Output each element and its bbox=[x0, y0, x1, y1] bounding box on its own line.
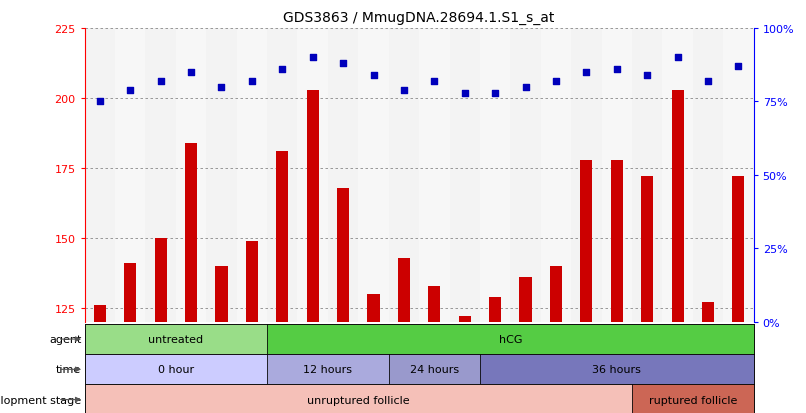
Point bbox=[550, 78, 563, 85]
Bar bbox=[489, 297, 501, 322]
Text: untreated: untreated bbox=[148, 334, 203, 344]
Bar bbox=[145, 29, 176, 322]
Bar bbox=[85, 385, 632, 413]
Point bbox=[610, 66, 623, 73]
Bar bbox=[550, 266, 562, 322]
Bar bbox=[337, 188, 349, 322]
Text: unruptured follicle: unruptured follicle bbox=[307, 394, 409, 405]
Bar bbox=[510, 29, 541, 322]
Bar bbox=[641, 177, 653, 322]
Point bbox=[276, 66, 289, 73]
Bar bbox=[328, 29, 359, 322]
Bar bbox=[428, 286, 440, 322]
Bar bbox=[419, 29, 450, 322]
Point bbox=[732, 64, 745, 70]
Point bbox=[185, 69, 197, 76]
Bar bbox=[215, 266, 227, 322]
Point bbox=[671, 55, 684, 62]
Bar bbox=[723, 29, 754, 322]
Point bbox=[519, 84, 532, 91]
Text: development stage: development stage bbox=[0, 394, 81, 405]
Bar bbox=[206, 29, 237, 322]
Point bbox=[245, 78, 258, 85]
Bar bbox=[388, 29, 419, 322]
Bar bbox=[480, 29, 510, 322]
Point bbox=[215, 84, 228, 91]
Bar bbox=[702, 303, 714, 322]
Point bbox=[93, 99, 106, 105]
Bar bbox=[246, 241, 258, 322]
Point bbox=[580, 69, 593, 76]
Text: 36 hours: 36 hours bbox=[592, 364, 642, 375]
Point bbox=[367, 73, 380, 79]
Text: agent: agent bbox=[49, 334, 81, 344]
Bar bbox=[267, 29, 297, 322]
Text: 24 hours: 24 hours bbox=[409, 364, 459, 375]
Bar bbox=[85, 29, 115, 322]
Bar bbox=[155, 238, 167, 322]
Bar bbox=[297, 29, 328, 322]
Point bbox=[154, 78, 167, 85]
Point bbox=[306, 55, 319, 62]
Bar bbox=[520, 278, 532, 322]
Bar bbox=[601, 29, 632, 322]
Point bbox=[337, 61, 350, 67]
Bar bbox=[276, 152, 289, 322]
Text: hCG: hCG bbox=[499, 334, 522, 344]
Bar bbox=[580, 160, 592, 322]
Bar bbox=[85, 324, 267, 354]
Bar bbox=[611, 160, 623, 322]
Point bbox=[701, 78, 714, 85]
Point bbox=[428, 78, 441, 85]
Bar bbox=[480, 354, 754, 385]
Bar bbox=[671, 90, 683, 322]
Bar bbox=[368, 294, 380, 322]
Bar bbox=[267, 354, 388, 385]
Point bbox=[124, 87, 137, 94]
Bar bbox=[388, 354, 480, 385]
Title: GDS3863 / MmugDNA.28694.1.S1_s_at: GDS3863 / MmugDNA.28694.1.S1_s_at bbox=[284, 11, 555, 25]
Point bbox=[397, 87, 410, 94]
Bar bbox=[571, 29, 601, 322]
Text: 0 hour: 0 hour bbox=[158, 364, 194, 375]
Bar bbox=[450, 29, 480, 322]
Bar bbox=[459, 316, 471, 322]
Bar bbox=[115, 29, 145, 322]
Bar bbox=[124, 263, 136, 322]
Bar bbox=[306, 90, 319, 322]
Bar bbox=[632, 29, 663, 322]
Bar bbox=[176, 29, 206, 322]
Bar bbox=[632, 385, 754, 413]
Point bbox=[459, 90, 472, 97]
Bar bbox=[85, 354, 267, 385]
Bar bbox=[693, 29, 723, 322]
Bar bbox=[359, 29, 388, 322]
Text: time: time bbox=[56, 364, 81, 375]
Bar bbox=[733, 177, 745, 322]
Bar bbox=[541, 29, 571, 322]
Bar bbox=[663, 29, 693, 322]
Bar bbox=[237, 29, 267, 322]
Text: 12 hours: 12 hours bbox=[303, 364, 352, 375]
Bar bbox=[93, 305, 106, 322]
Point bbox=[488, 90, 501, 97]
Bar bbox=[267, 324, 754, 354]
Text: ruptured follicle: ruptured follicle bbox=[649, 394, 737, 405]
Bar bbox=[398, 258, 410, 322]
Bar bbox=[185, 143, 197, 322]
Point bbox=[641, 73, 654, 79]
